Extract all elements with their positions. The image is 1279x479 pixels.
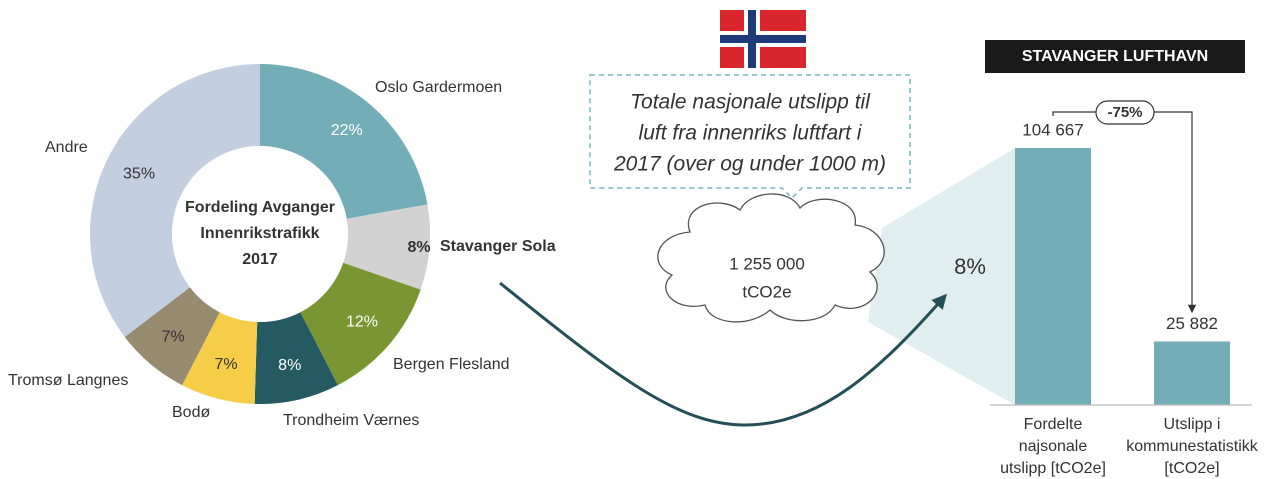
value-label: 22% [331, 122, 363, 139]
callout-text: Totale nasjonale utslipp til [630, 91, 871, 114]
callout-box [589, 74, 911, 200]
donut-hole [172, 146, 348, 322]
chart-title: STAVANGER LUFTHAVN [1022, 48, 1208, 65]
share-wedge [868, 148, 1015, 405]
cloud-text: tCO2e [742, 282, 791, 301]
category-label: najsonale [1019, 438, 1088, 455]
donut-segment [182, 312, 258, 404]
value-label: 25 882 [1166, 314, 1218, 333]
bar-title-box [985, 40, 1245, 73]
category-label: Trondheim Værnes [283, 412, 419, 429]
cloud-text: 1 255 000 [729, 254, 805, 273]
value-label: 12% [346, 314, 378, 331]
chart-title: 2017 [242, 251, 278, 268]
donut-segment [343, 204, 430, 290]
category-label: Oslo Gardermoen [375, 79, 502, 96]
category-label: Stavanger Sola [440, 238, 556, 255]
callout-text: luft fra innenriks luftfart i [639, 122, 863, 145]
donut-segment [124, 287, 220, 386]
category-label: Utslipp i [1164, 416, 1221, 433]
category-label: utslipp [tCO2e] [1000, 460, 1106, 477]
category-label: Bodø [172, 404, 210, 421]
value-label: 104 667 [1022, 120, 1083, 139]
value-label: 8% [278, 357, 301, 374]
category-label: [tCO2e] [1164, 460, 1219, 477]
value-label: 35% [123, 165, 155, 182]
category-label: Fordelte [1024, 416, 1083, 433]
category-label: kommunestatistikk [1126, 438, 1259, 455]
donut-segment [300, 262, 421, 386]
callout-text: 2017 (over og under 1000 m) [613, 153, 886, 176]
value-label: 7% [162, 329, 185, 346]
change-label: -75% [1107, 104, 1142, 121]
category-label: Bergen Flesland [393, 356, 510, 373]
chart-title: Innenrikstrafikk [200, 225, 319, 242]
donut-segment [254, 312, 338, 404]
category-label: Tromsø Langnes [8, 372, 128, 389]
category-label: Andre [45, 139, 88, 156]
bar [1154, 341, 1230, 405]
chart-title: Fordeling Avganger [185, 199, 335, 216]
value-label: 8% [407, 239, 430, 256]
flag [720, 10, 806, 68]
change-badge [1095, 100, 1155, 125]
flow-arrow [499, 281, 947, 427]
cloud [657, 193, 885, 323]
bar [1015, 148, 1091, 405]
donut-segment [260, 64, 428, 219]
donut-segment [90, 64, 260, 337]
value-label: 7% [215, 356, 238, 373]
share-label: 8% [954, 254, 986, 279]
